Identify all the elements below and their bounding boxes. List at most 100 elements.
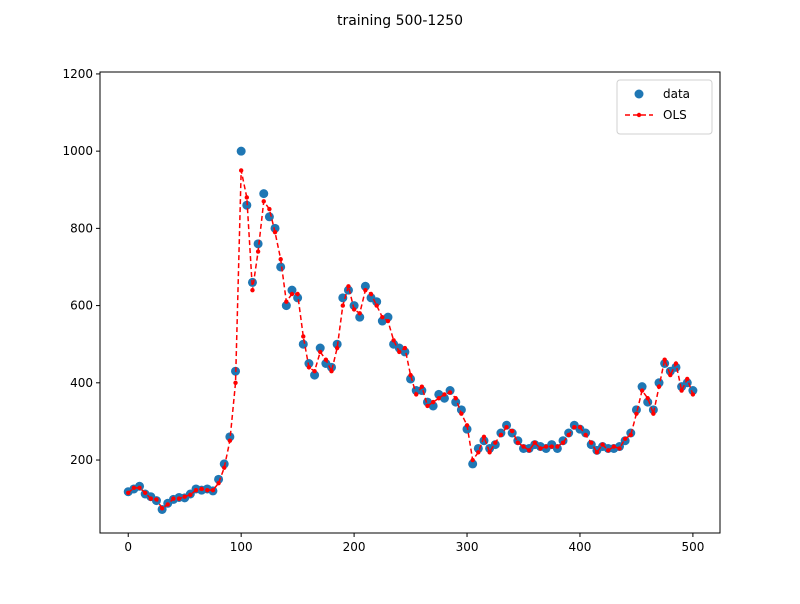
data-point <box>227 438 233 443</box>
data-point <box>560 440 566 445</box>
plot-frame <box>99 71 721 534</box>
data-point <box>289 291 295 297</box>
data-point <box>154 497 159 502</box>
y-tick-label: 1000 <box>62 144 93 158</box>
data-point <box>589 440 594 445</box>
data-point <box>242 200 252 210</box>
data-point <box>487 450 492 455</box>
data-point <box>225 432 235 442</box>
data-point <box>442 392 447 397</box>
data-point <box>521 444 526 449</box>
data-point <box>301 334 306 339</box>
y-tick-label: 200 <box>70 453 93 467</box>
data-point <box>250 287 255 293</box>
data-point <box>219 459 229 469</box>
data-point <box>193 487 199 493</box>
data-point <box>346 284 351 289</box>
data-point <box>668 372 673 378</box>
data-point <box>425 403 430 409</box>
series-line <box>127 170 694 510</box>
data-point <box>685 376 690 382</box>
data-point <box>214 474 224 484</box>
data-point <box>600 442 605 447</box>
data-point <box>267 206 272 212</box>
data-point <box>628 432 633 438</box>
x-tick-label: 200 <box>343 540 366 554</box>
data-point <box>549 444 554 449</box>
data-point <box>236 146 246 156</box>
data-point <box>406 374 416 384</box>
data-point <box>360 281 370 291</box>
legend-label: OLS <box>663 108 687 122</box>
data-point <box>363 287 368 293</box>
data-point <box>293 293 303 303</box>
data-point <box>357 311 362 316</box>
legend-marker <box>634 89 644 99</box>
data-point <box>419 384 425 389</box>
data-point <box>408 372 413 378</box>
data-point <box>498 432 504 438</box>
data-point <box>329 369 334 374</box>
data-point <box>651 411 656 416</box>
data-point <box>380 314 385 320</box>
data-point <box>222 465 227 470</box>
data-point <box>131 485 137 491</box>
data-point <box>464 423 470 428</box>
data-point <box>276 262 286 272</box>
data-point <box>340 303 346 308</box>
data-point <box>673 361 679 366</box>
data-point <box>148 496 154 501</box>
data-point <box>182 494 187 499</box>
data-point <box>188 492 193 497</box>
data-point <box>298 339 308 349</box>
data-point <box>318 349 323 355</box>
legend-label: data <box>663 87 690 101</box>
data-point <box>272 230 278 235</box>
data-point <box>165 502 170 507</box>
chart-title: training 500-1250 <box>337 13 463 29</box>
data-point <box>310 370 320 380</box>
data-point <box>402 345 408 351</box>
data-point <box>255 249 261 254</box>
data-point <box>199 486 204 492</box>
data-point <box>611 444 617 449</box>
data-point <box>572 425 577 430</box>
data-point <box>577 425 583 430</box>
data-point <box>391 338 396 343</box>
data-point <box>436 396 441 401</box>
data-point <box>253 239 263 249</box>
data-point <box>244 195 250 200</box>
data-point <box>493 440 498 445</box>
data-point <box>270 223 280 233</box>
data-point <box>349 301 359 311</box>
data-point <box>323 357 329 362</box>
y-tick-label: 1200 <box>62 67 93 81</box>
data-point <box>504 425 509 430</box>
data-point <box>278 257 283 262</box>
data-point <box>126 490 131 496</box>
legend-marker <box>636 112 642 118</box>
data-point <box>295 291 300 297</box>
data-point <box>315 343 325 353</box>
data-point <box>306 365 312 370</box>
data-point <box>532 440 537 445</box>
data-point <box>656 384 662 389</box>
data-point <box>566 432 571 438</box>
data-point <box>526 448 532 453</box>
data-point <box>543 444 549 449</box>
data-point <box>385 318 391 324</box>
data-point <box>594 450 600 455</box>
data-point <box>414 392 419 397</box>
y-tick-label: 600 <box>70 299 93 313</box>
data-point <box>355 312 365 322</box>
data-point <box>171 496 176 501</box>
data-point <box>690 392 696 397</box>
x-tick-label: 0 <box>124 540 132 554</box>
data-point <box>287 285 297 295</box>
data-point <box>605 448 611 453</box>
data-point <box>453 396 458 401</box>
data-point <box>351 307 357 312</box>
data-point <box>481 434 487 440</box>
